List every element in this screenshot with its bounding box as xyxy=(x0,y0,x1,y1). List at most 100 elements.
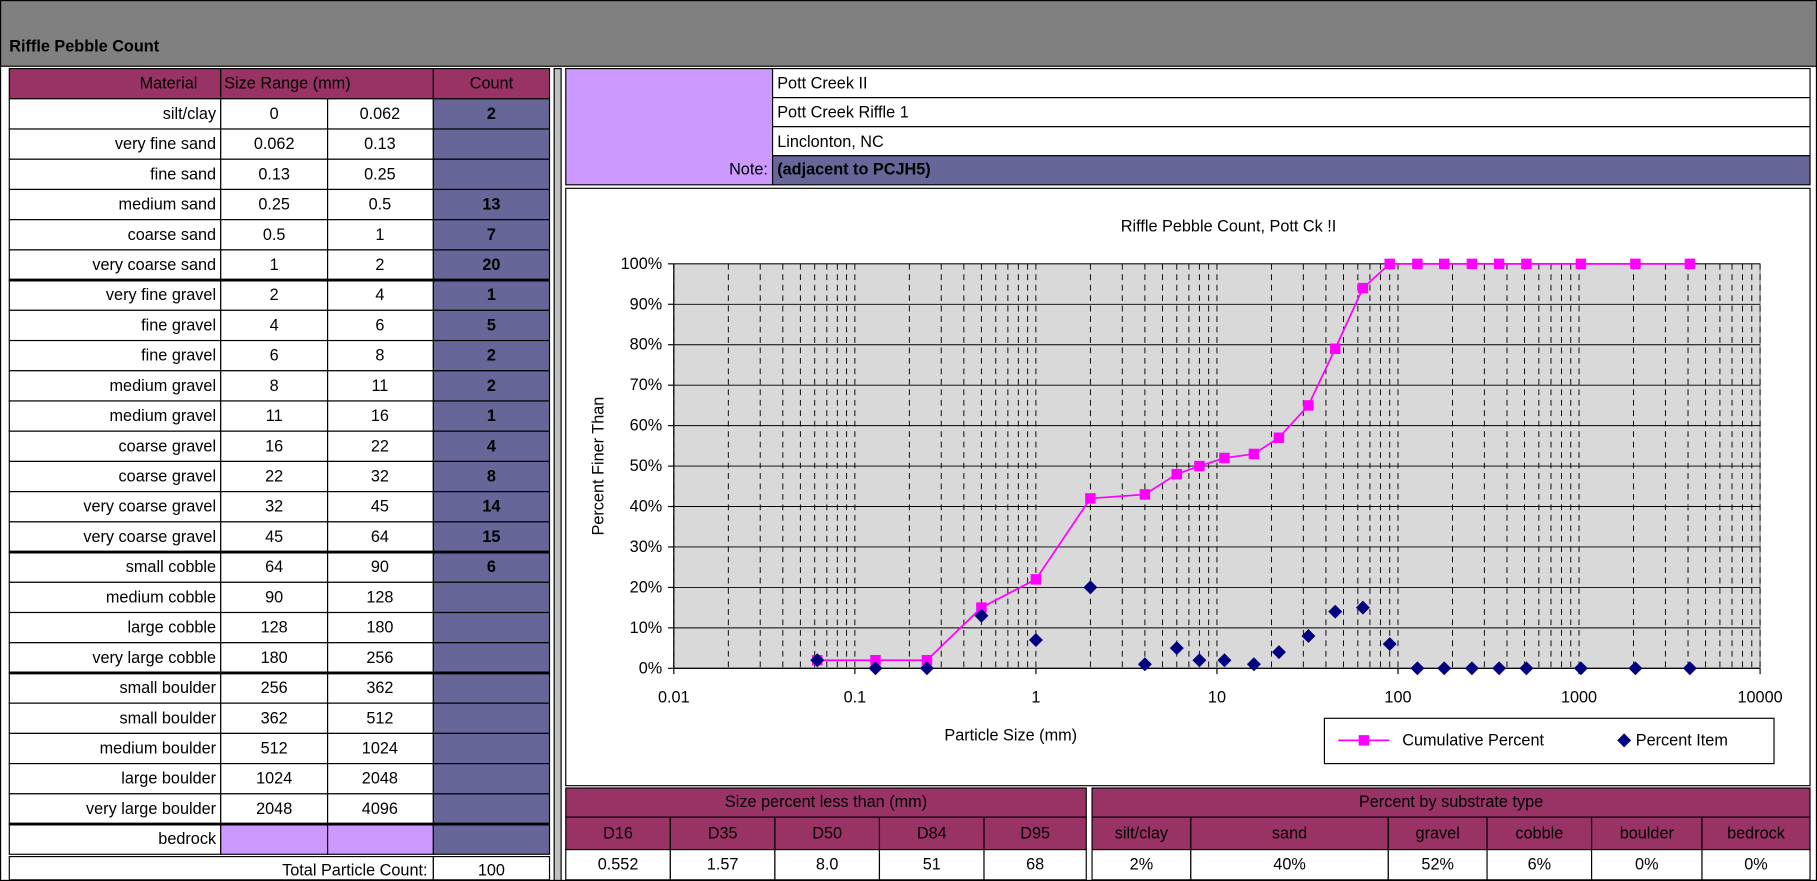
marker xyxy=(1217,653,1232,668)
size-min: 0.5 xyxy=(263,226,286,244)
legend xyxy=(1323,717,1775,765)
count-cell xyxy=(432,309,551,342)
material: coarse gravel xyxy=(119,468,217,486)
legend-marker xyxy=(1617,733,1632,748)
marker xyxy=(870,654,881,666)
count-cell xyxy=(432,279,551,311)
cell xyxy=(8,491,222,523)
header-title: Riffle Pebble Count xyxy=(9,37,159,55)
cell xyxy=(327,219,434,251)
size-max: 64 xyxy=(371,528,389,546)
size-max: 0.13 xyxy=(364,135,396,153)
count-cell xyxy=(432,611,551,644)
material: very coarse gravel xyxy=(83,498,216,516)
count-cell xyxy=(432,732,551,765)
count-cell xyxy=(432,158,551,191)
cell xyxy=(220,763,329,795)
marker xyxy=(1246,657,1261,672)
header-bar xyxy=(0,0,1817,67)
x-tick-label: 1000 xyxy=(1561,688,1597,706)
note-cell xyxy=(771,155,1811,186)
count: 6 xyxy=(487,558,496,576)
size-max: 45 xyxy=(371,498,389,516)
size-max: 1 xyxy=(375,226,384,244)
cell xyxy=(983,849,1087,881)
cell xyxy=(8,732,222,765)
size-max: 0.5 xyxy=(369,196,392,214)
count-cell xyxy=(432,551,551,583)
size-min: 512 xyxy=(261,739,288,757)
size-min: 22 xyxy=(265,468,283,486)
material: small boulder xyxy=(119,679,216,697)
column-header: cobble xyxy=(1515,824,1563,842)
count-cell xyxy=(432,793,551,825)
material: very coarse sand xyxy=(92,256,216,274)
cell xyxy=(220,672,329,704)
marker xyxy=(1248,448,1260,460)
header-cell xyxy=(1701,816,1811,851)
cell xyxy=(220,430,329,463)
material: fine gravel xyxy=(141,316,216,334)
size-max: 16 xyxy=(371,407,389,425)
marker xyxy=(1083,580,1098,595)
marker xyxy=(868,661,883,676)
column-header: Material xyxy=(140,75,198,93)
size-min: 2048 xyxy=(256,800,292,818)
column-header: Count xyxy=(470,75,514,93)
marker xyxy=(1493,258,1505,270)
cell xyxy=(327,98,434,130)
material: coarse gravel xyxy=(119,437,217,455)
y-tick-label: 60% xyxy=(630,417,663,435)
size-max: 0.25 xyxy=(364,165,396,183)
marker xyxy=(1194,460,1205,472)
header-cell xyxy=(220,67,434,100)
block-title: Size percent less than (mm) xyxy=(725,793,927,811)
cell xyxy=(8,400,222,432)
info-line: Pott Creek II xyxy=(777,75,867,93)
count: 5 xyxy=(487,316,496,334)
marker xyxy=(1273,432,1285,443)
cell xyxy=(220,793,329,825)
cell xyxy=(327,581,434,614)
header-cell xyxy=(1486,816,1593,851)
header-cell xyxy=(8,67,222,100)
cell xyxy=(220,611,329,644)
count: 8 xyxy=(487,468,496,486)
info-line: Linclonton, NC xyxy=(777,133,884,151)
x-tick-label: 1 xyxy=(1031,688,1040,706)
marker xyxy=(1684,258,1696,270)
y-tick-label: 0% xyxy=(639,659,662,677)
count: 13 xyxy=(482,196,500,214)
cell xyxy=(220,581,329,614)
size-min: 0.25 xyxy=(258,196,290,214)
material: very large boulder xyxy=(86,800,217,818)
cell xyxy=(8,702,222,734)
material: large boulder xyxy=(121,770,216,788)
size-max: 90 xyxy=(371,558,389,576)
y-tick-label: 30% xyxy=(630,538,663,556)
marker xyxy=(976,602,987,613)
count-cell xyxy=(432,763,551,795)
cell xyxy=(327,642,434,674)
marker xyxy=(1466,258,1478,270)
cell xyxy=(327,491,434,523)
block-title-cell xyxy=(1091,787,1811,818)
material: fine sand xyxy=(150,165,216,183)
size-max: 2 xyxy=(375,256,384,274)
count-cell xyxy=(432,521,551,553)
size-max: 6 xyxy=(375,316,384,334)
header-cell xyxy=(1591,816,1703,851)
cell xyxy=(327,823,434,855)
cell xyxy=(327,672,434,704)
x-tick-label: 10000 xyxy=(1737,688,1782,706)
x-tick-label: 100 xyxy=(1384,688,1411,706)
count: 2 xyxy=(487,105,496,123)
cell xyxy=(771,97,1811,128)
total-label: Total Particle Count: xyxy=(282,862,427,880)
count-cell xyxy=(432,219,551,251)
material: bedrock xyxy=(158,830,217,848)
summary-value: 68 xyxy=(1026,856,1044,874)
marker xyxy=(1412,258,1423,270)
cell xyxy=(220,279,329,311)
cell xyxy=(327,339,434,372)
